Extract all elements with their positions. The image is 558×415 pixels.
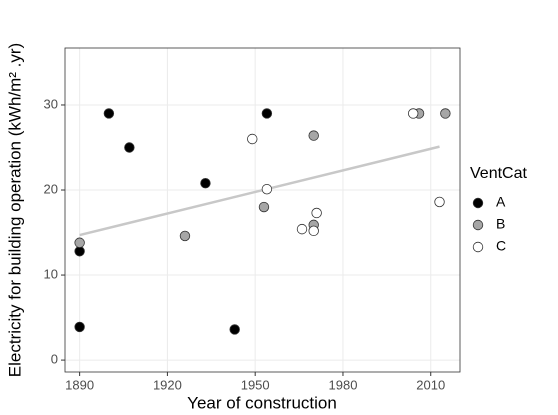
data-point (200, 178, 211, 189)
data-point (124, 142, 135, 153)
legend-label: A (496, 194, 506, 210)
y-tick-label: 10 (44, 266, 58, 281)
x-tick-label: 1920 (153, 377, 182, 392)
data-point (229, 324, 240, 335)
data-point (407, 108, 419, 119)
data-point (74, 321, 85, 333)
data-point (103, 108, 115, 119)
trend-line (79, 145, 440, 237)
data-point (296, 223, 308, 235)
y-tick-label: 20 (44, 181, 58, 196)
y-axis-title: Electricity for building operation (kWh/… (5, 43, 24, 377)
data-point (434, 196, 445, 208)
data-point (261, 108, 273, 119)
legend-marker (472, 219, 484, 231)
data-point (440, 108, 451, 119)
data-point (247, 133, 258, 145)
data-point (308, 130, 319, 141)
x-tick-label: 1890 (65, 377, 94, 392)
x-tick-label: 1980 (329, 377, 358, 392)
y-tick-label: 0 (51, 352, 58, 367)
legend-title: VentCat (470, 165, 527, 182)
x-tick-label: 1950 (241, 377, 270, 392)
legend-label: B (496, 216, 505, 232)
data-point (308, 225, 319, 237)
data-point (261, 183, 273, 195)
y-tick-label: 30 (44, 96, 58, 111)
legend-marker (472, 241, 484, 253)
x-axis-title: Year of construction (187, 393, 337, 412)
data-point (74, 237, 85, 248)
data-point (179, 230, 191, 242)
legend-label: C (496, 238, 506, 254)
x-tick-label: 2010 (416, 377, 445, 392)
data-point (258, 201, 270, 213)
plot-border (64, 47, 461, 373)
legend-marker (472, 197, 484, 209)
data-point (311, 207, 322, 219)
